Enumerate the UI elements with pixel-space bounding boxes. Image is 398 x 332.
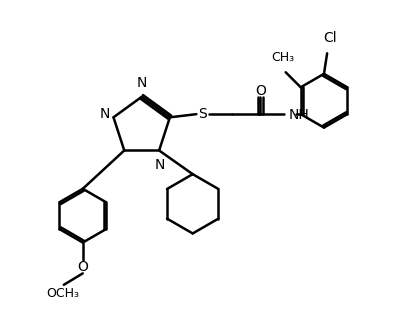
Text: NH: NH xyxy=(289,108,310,122)
Text: Cl: Cl xyxy=(324,32,337,45)
Text: OCH₃: OCH₃ xyxy=(47,287,80,300)
Text: N: N xyxy=(100,107,110,121)
Text: S: S xyxy=(198,107,207,121)
Text: N: N xyxy=(137,76,147,90)
Text: O: O xyxy=(77,260,88,274)
Text: O: O xyxy=(255,84,266,98)
Text: CH₃: CH₃ xyxy=(271,51,294,64)
Text: N: N xyxy=(155,158,165,172)
